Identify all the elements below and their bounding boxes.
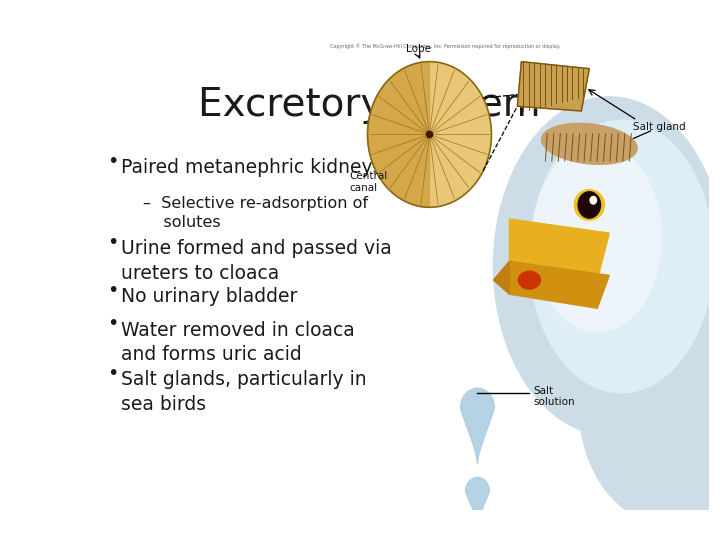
Polygon shape [429,62,492,207]
Ellipse shape [541,123,637,164]
Text: •: • [107,314,118,333]
Text: •: • [107,152,118,171]
Text: Excretory System: Excretory System [198,85,540,124]
Polygon shape [493,261,510,294]
Text: Salt glands, particularly in
sea birds: Salt glands, particularly in sea birds [121,370,366,414]
Text: Urine formed and passed via
ureters to cloaca: Urine formed and passed via ureters to c… [121,239,392,282]
Ellipse shape [518,271,541,289]
Ellipse shape [575,190,604,220]
Text: Water removed in cloaca
and forms uric acid: Water removed in cloaca and forms uric a… [121,321,354,364]
Text: •: • [107,281,118,300]
Text: •: • [107,364,118,383]
Ellipse shape [534,144,661,332]
Polygon shape [518,62,590,111]
Ellipse shape [529,120,714,393]
Polygon shape [367,62,429,207]
Ellipse shape [580,289,720,524]
Text: –  Selective re-adsorption of
    solutes: – Selective re-adsorption of solutes [143,196,368,230]
Polygon shape [466,477,490,524]
Circle shape [578,192,600,218]
Polygon shape [510,261,609,308]
Text: Salt
solution: Salt solution [534,386,575,407]
Text: Central
canal: Central canal [350,171,388,193]
Text: Lobe: Lobe [405,44,431,54]
Ellipse shape [493,97,720,435]
Text: Copyright © The McGraw-Hill Companies, Inc. Permission required for reproduction: Copyright © The McGraw-Hill Companies, I… [330,43,560,49]
Text: Salt gland: Salt gland [634,122,686,132]
Polygon shape [510,219,609,280]
Text: No urinary bladder: No urinary bladder [121,287,297,306]
Text: •: • [107,233,118,252]
Circle shape [590,197,596,204]
Text: Paired metanephric kidneys: Paired metanephric kidneys [121,158,382,177]
Polygon shape [461,388,495,463]
